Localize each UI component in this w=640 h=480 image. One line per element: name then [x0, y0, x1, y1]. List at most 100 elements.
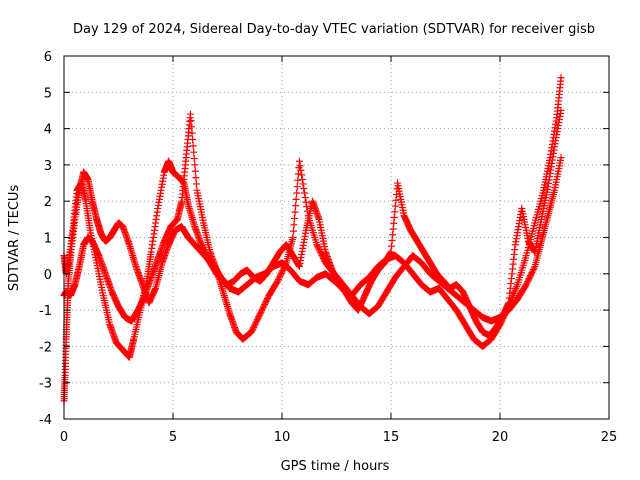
data-point [191, 167, 199, 175]
data-point [277, 269, 285, 277]
data-point [258, 305, 266, 313]
data-point [526, 273, 534, 281]
y-tick-label: -1 [39, 304, 52, 319]
data-point [557, 74, 565, 82]
data-point [253, 317, 261, 325]
x-tick-label: 20 [492, 430, 509, 445]
data-point [187, 116, 195, 124]
data-point [281, 262, 289, 270]
y-tick-label: 0 [44, 268, 52, 283]
data-point [186, 110, 194, 118]
y-tick-label: 6 [44, 50, 52, 65]
data-point [292, 195, 300, 203]
data-point [291, 208, 299, 216]
x-axis-label: GPS time / hours [281, 459, 390, 474]
y-axis-label: SDTVAR / TECUs [7, 185, 22, 292]
data-point [257, 308, 265, 316]
data-point [299, 180, 307, 188]
data-point [527, 270, 535, 278]
data-point [293, 183, 301, 191]
data-point [528, 269, 536, 277]
data-point [282, 260, 290, 268]
data-point [261, 301, 269, 309]
data-point [247, 328, 255, 336]
data-point [278, 268, 286, 276]
data-point [190, 155, 198, 163]
data-point [530, 264, 538, 272]
data-point [280, 263, 288, 271]
data-point [557, 154, 565, 162]
data-point [527, 272, 535, 280]
data-point [300, 184, 308, 192]
data-point [261, 299, 269, 307]
y-tick-label: 3 [44, 159, 52, 174]
data-point [253, 316, 261, 324]
y-tick-label: -2 [39, 340, 52, 355]
data-point [275, 274, 283, 282]
data-point [291, 214, 299, 222]
data-point [313, 241, 321, 249]
data-point [316, 247, 324, 255]
data-point [294, 176, 302, 184]
data-point [256, 310, 264, 318]
data-point [302, 198, 310, 206]
data-point [522, 281, 530, 289]
data-point [255, 311, 263, 319]
y-tick-label: 4 [44, 123, 52, 138]
y-tick-label: 5 [44, 86, 52, 101]
data-point [295, 157, 303, 165]
data-point [252, 319, 260, 327]
series-1 [60, 74, 565, 361]
y-tick-label: 1 [44, 232, 52, 247]
data-point [279, 265, 287, 273]
data-point [301, 189, 309, 197]
x-tick-label: 10 [274, 430, 291, 445]
data-point [274, 276, 282, 284]
data-point [255, 313, 263, 321]
series-2 [60, 110, 565, 343]
data-point [276, 273, 284, 281]
chart-title: Day 129 of 2024, Sidereal Day-to-day VTE… [73, 22, 595, 37]
data-point [191, 161, 199, 169]
data-point [289, 227, 297, 235]
data-point [524, 278, 532, 286]
data-point [188, 129, 196, 137]
series-3 [60, 106, 565, 405]
data-point [192, 174, 200, 182]
plot-frame [63, 55, 610, 420]
data-point [189, 142, 197, 150]
data-point [294, 170, 302, 178]
data-point [529, 266, 537, 274]
data-point [292, 202, 300, 210]
data-point [274, 277, 282, 285]
x-tick-label: 0 [60, 430, 68, 445]
data-marks [60, 74, 565, 405]
data-point [263, 295, 271, 303]
data-point [298, 171, 306, 179]
data-point [529, 267, 537, 275]
data-point [251, 320, 259, 328]
data-point [258, 307, 266, 315]
data-point [289, 234, 297, 241]
data-point [254, 314, 262, 322]
data-point [277, 271, 285, 279]
data-point [296, 162, 304, 170]
data-point [297, 166, 305, 174]
data-point [279, 266, 287, 274]
data-point [314, 242, 322, 250]
data-point [293, 189, 301, 197]
data-point [192, 180, 200, 188]
data-point [248, 326, 256, 334]
data-point [314, 244, 322, 252]
data-point [301, 194, 309, 202]
y-tick-label: 2 [44, 195, 52, 210]
data-point [290, 221, 298, 229]
data-point [524, 276, 532, 284]
y-tick-label: -3 [39, 377, 52, 392]
data-point [250, 322, 258, 330]
x-tick-label: 15 [383, 430, 400, 445]
data-point [190, 148, 198, 156]
data-point [189, 135, 197, 143]
data-point [315, 245, 323, 253]
